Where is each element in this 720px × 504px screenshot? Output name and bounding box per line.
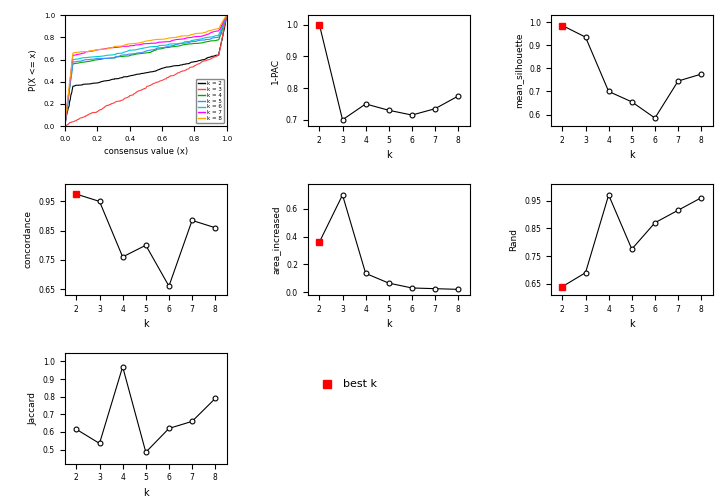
X-axis label: k: k [143,319,148,329]
X-axis label: k: k [386,150,392,160]
Y-axis label: Jaccard: Jaccard [28,392,37,425]
Y-axis label: P(X <= x): P(X <= x) [30,50,38,91]
X-axis label: consensus value (x): consensus value (x) [104,148,188,156]
Y-axis label: Rand: Rand [510,228,518,251]
Text: best k: best k [343,379,377,389]
X-axis label: k: k [629,150,634,160]
Y-axis label: area_increased: area_increased [271,205,280,274]
Y-axis label: concordance: concordance [24,210,32,269]
X-axis label: k: k [386,319,392,329]
Y-axis label: mean_silhouette: mean_silhouette [514,33,523,108]
X-axis label: k: k [143,488,148,498]
Legend: k = 2, k = 3, k = 4, k = 5, k = 6, k = 7, k = 8: k = 2, k = 3, k = 4, k = 5, k = 6, k = 7… [196,79,224,123]
Y-axis label: 1-PAC: 1-PAC [271,57,280,84]
X-axis label: k: k [629,319,634,329]
